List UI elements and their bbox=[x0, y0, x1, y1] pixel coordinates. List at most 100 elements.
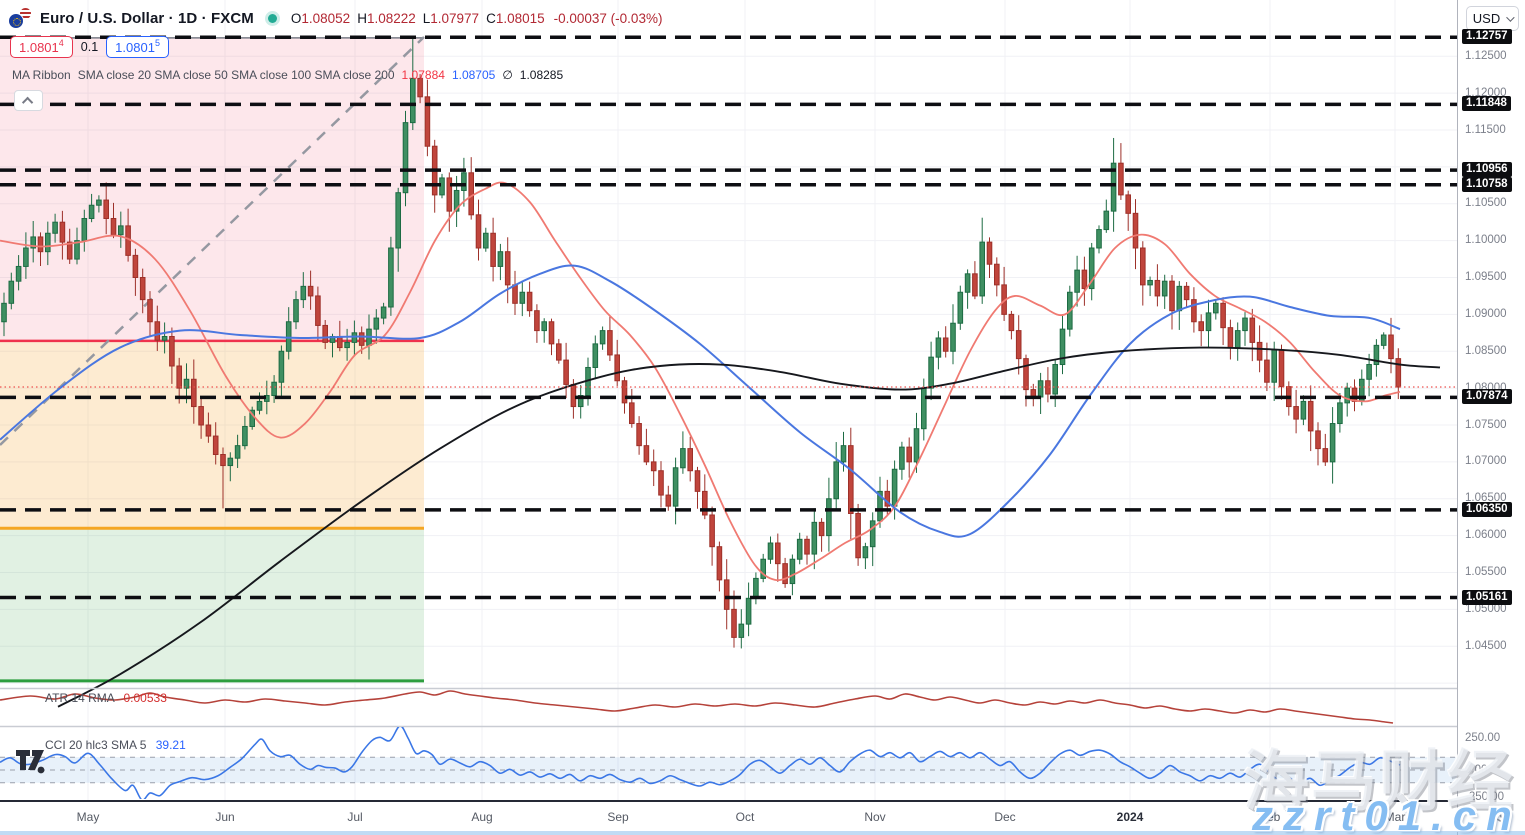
candle-body[interactable] bbox=[468, 172, 474, 216]
price-axis[interactable]: USD 1.12500 1.12000 1.11500 1.10500 1.10000 1… bbox=[1457, 0, 1525, 835]
candle-body[interactable] bbox=[1278, 349, 1285, 388]
candle-body[interactable] bbox=[373, 317, 380, 330]
candle-body[interactable] bbox=[169, 336, 175, 367]
candle-body[interactable] bbox=[271, 381, 277, 397]
candle-body[interactable] bbox=[198, 406, 204, 426]
time-label-Dec[interactable]: Dec bbox=[994, 810, 1016, 824]
candle-body[interactable] bbox=[344, 341, 350, 349]
candle-body[interactable] bbox=[74, 240, 80, 260]
time-label-Jul[interactable]: Jul bbox=[347, 810, 363, 824]
candle-body[interactable] bbox=[96, 199, 102, 206]
ma-ribbon-legend[interactable]: MA Ribbon SMA close 20 SMA close 50 SMA … bbox=[12, 68, 563, 82]
candle-body[interactable] bbox=[921, 387, 927, 430]
candle-body[interactable] bbox=[570, 383, 577, 408]
candle-body[interactable] bbox=[1191, 299, 1197, 323]
level-price-label[interactable]: 1.06350 bbox=[1462, 501, 1512, 517]
candle-body[interactable] bbox=[1154, 279, 1161, 297]
candle-body[interactable] bbox=[1045, 380, 1051, 395]
price-box-blue[interactable]: 1.0801 5 bbox=[106, 36, 169, 58]
axis-settings-gear-icon[interactable] bbox=[1494, 806, 1512, 824]
candle-body[interactable] bbox=[497, 251, 504, 267]
candle-body[interactable] bbox=[723, 579, 730, 610]
candle-body[interactable] bbox=[1329, 423, 1336, 463]
candle-body[interactable] bbox=[1074, 269, 1080, 293]
candle-body[interactable] bbox=[1103, 210, 1110, 231]
candle-body[interactable] bbox=[526, 291, 533, 312]
candle-body[interactable] bbox=[139, 277, 146, 301]
candle-body[interactable] bbox=[577, 395, 584, 408]
candle-body[interactable] bbox=[556, 343, 562, 361]
candle-body[interactable] bbox=[548, 321, 555, 345]
candle-body[interactable] bbox=[760, 558, 767, 579]
candle-body[interactable] bbox=[643, 445, 650, 463]
candle-body[interactable] bbox=[315, 295, 321, 326]
candle-body[interactable] bbox=[410, 77, 416, 124]
candle-body[interactable] bbox=[278, 350, 285, 383]
candle-body[interactable] bbox=[1380, 334, 1387, 346]
candle-body[interactable] bbox=[650, 461, 657, 472]
candle-body[interactable] bbox=[490, 232, 496, 267]
candle-body[interactable] bbox=[103, 199, 110, 219]
candle-body[interactable] bbox=[475, 214, 482, 249]
candle-body[interactable] bbox=[1, 302, 7, 323]
candle-body[interactable] bbox=[1147, 279, 1153, 286]
candle-body[interactable] bbox=[1315, 430, 1321, 450]
time-label-Oct[interactable]: Oct bbox=[735, 810, 755, 824]
candle-body[interactable] bbox=[942, 337, 949, 352]
atr-legend[interactable]: ATR 14 RMA 0.00533 bbox=[45, 691, 167, 705]
candle-body[interactable] bbox=[118, 225, 124, 236]
candle-body[interactable] bbox=[665, 494, 672, 507]
candle-body[interactable] bbox=[636, 423, 642, 447]
candle-body[interactable] bbox=[322, 324, 328, 343]
candle-body[interactable] bbox=[869, 520, 876, 548]
candle-body[interactable] bbox=[906, 446, 913, 463]
candle-body[interactable] bbox=[125, 225, 131, 256]
candle-body[interactable] bbox=[461, 172, 467, 191]
level-price-label[interactable]: 1.05161 bbox=[1462, 589, 1512, 605]
candle-body[interactable] bbox=[59, 221, 66, 243]
candle-body[interactable] bbox=[183, 378, 190, 389]
candle-body[interactable] bbox=[1176, 285, 1183, 312]
candle-body[interactable] bbox=[1256, 341, 1263, 361]
candle-body[interactable] bbox=[672, 467, 679, 507]
time-label-Aug[interactable]: Aug bbox=[471, 810, 493, 824]
candle-body[interactable] bbox=[621, 380, 628, 404]
candle-body[interactable] bbox=[1227, 327, 1234, 349]
candle-body[interactable] bbox=[767, 542, 774, 560]
candle-body[interactable] bbox=[950, 322, 956, 352]
candle-body[interactable] bbox=[1220, 302, 1226, 329]
symbol-title[interactable]: Euro / U.S. Dollar · 1D · FXCM bbox=[40, 9, 254, 27]
candle-body[interactable] bbox=[775, 542, 781, 565]
time-label-Feb[interactable]: Feb bbox=[1259, 810, 1281, 824]
candle-body[interactable] bbox=[1300, 400, 1307, 420]
time-label-Mar[interactable]: Mar bbox=[1384, 810, 1406, 824]
candle-body[interactable] bbox=[293, 299, 299, 323]
candle-body[interactable] bbox=[227, 457, 234, 467]
candle-body[interactable] bbox=[1388, 334, 1394, 360]
candle-body[interactable] bbox=[1337, 402, 1343, 425]
candle-body[interactable] bbox=[351, 332, 358, 343]
collapse-legend-button[interactable] bbox=[14, 90, 43, 111]
candle-body[interactable] bbox=[388, 247, 394, 308]
candle-body[interactable] bbox=[191, 378, 197, 408]
candle-body[interactable] bbox=[680, 448, 686, 469]
candle-body[interactable] bbox=[804, 538, 810, 555]
level-price-label[interactable]: 1.12757 bbox=[1462, 29, 1512, 45]
candle-body[interactable] bbox=[66, 241, 73, 260]
candle-body[interactable] bbox=[716, 546, 723, 581]
candle-body[interactable] bbox=[395, 192, 401, 249]
candle-body[interactable] bbox=[811, 521, 818, 555]
candle-body[interactable] bbox=[1059, 328, 1066, 366]
candle-body[interactable] bbox=[913, 428, 920, 463]
level-price-label[interactable]: 1.10758 bbox=[1462, 176, 1512, 192]
candle-body[interactable] bbox=[1307, 400, 1314, 432]
candle-body[interactable] bbox=[205, 424, 212, 437]
candle-body[interactable] bbox=[979, 241, 986, 297]
candle-body[interactable] bbox=[862, 546, 869, 559]
level-price-label[interactable]: 1.10956 bbox=[1462, 162, 1512, 178]
candle-body[interactable] bbox=[37, 236, 44, 253]
candle-body[interactable] bbox=[358, 332, 365, 346]
candle-body[interactable] bbox=[1081, 269, 1088, 290]
candle-body[interactable] bbox=[899, 446, 905, 470]
candle-body[interactable] bbox=[212, 435, 219, 455]
